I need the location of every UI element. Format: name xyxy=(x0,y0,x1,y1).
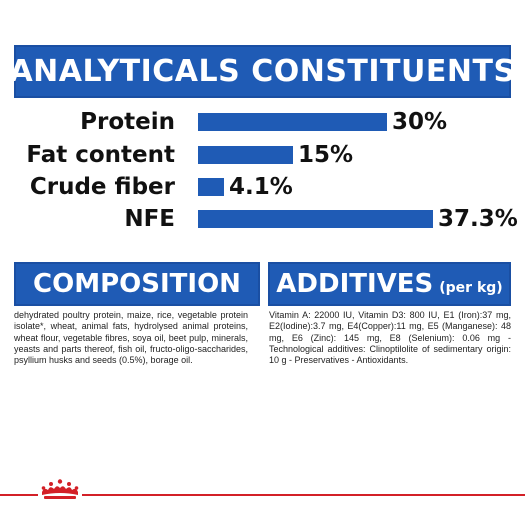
constituent-row: NFE 37.3% xyxy=(0,204,525,234)
composition-text: dehydrated poultry protein, maize, rice,… xyxy=(14,310,248,366)
constituent-row: Protein 30% xyxy=(0,107,525,137)
additives-text: Vitamin A: 22000 IU, Vitamin D3: 800 IU,… xyxy=(269,310,511,366)
constituent-bar xyxy=(198,113,387,131)
constituent-label: Protein xyxy=(80,109,175,135)
analytical-constituents-title: ANALYTICALS CONSTITUENTS xyxy=(9,54,516,89)
footer-divider-left xyxy=(0,494,38,496)
analytical-constituents-banner: ANALYTICALS CONSTITUENTS xyxy=(9,45,515,98)
constituent-bar xyxy=(198,178,224,196)
additives-unit: (per kg) xyxy=(439,280,503,296)
crown-icon xyxy=(41,479,79,499)
constituent-row: Fat content 15% xyxy=(0,140,525,170)
constituent-bar xyxy=(198,146,293,164)
additives-banner: ADDITIVES (per kg) xyxy=(268,262,511,306)
constituent-value: 4.1% xyxy=(229,174,293,200)
constituent-row: Crude fiber 4.1% xyxy=(0,172,525,202)
constituent-value: 37.3% xyxy=(438,206,518,232)
constituent-label: Crude fiber xyxy=(29,174,175,200)
additives-title: ADDITIVES xyxy=(276,269,434,299)
footer-divider-right xyxy=(82,494,525,496)
constituent-label: Fat content xyxy=(26,142,175,168)
constituent-value: 30% xyxy=(392,109,448,135)
composition-title: COMPOSITION xyxy=(33,269,241,299)
composition-banner: COMPOSITION xyxy=(14,262,260,306)
constituent-label: NFE xyxy=(124,206,175,232)
constituent-value: 15% xyxy=(298,142,354,168)
constituent-bar xyxy=(198,210,433,228)
